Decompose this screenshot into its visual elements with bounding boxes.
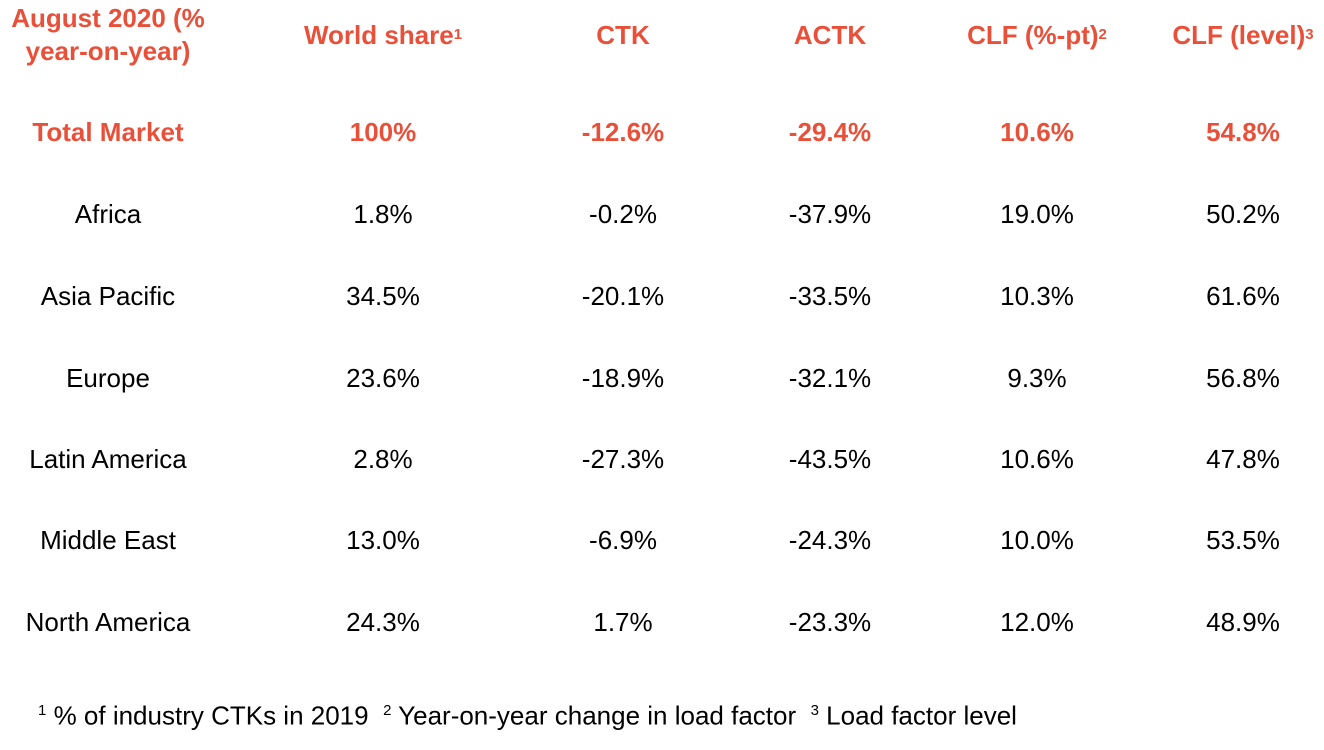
ctk-value: -6.9%: [589, 524, 657, 555]
footnote-1-marker: 1: [38, 701, 47, 719]
footnote-3-text: Load factor level: [818, 700, 1017, 731]
total-actk: -29.4%: [788, 116, 872, 147]
actk-value: -37.9%: [788, 198, 872, 229]
table-row-middle-east: Middle East 13.0% -6.9% -24.3% 10.0% 53.…: [0, 510, 1324, 570]
region-label: Latin America: [29, 443, 187, 474]
actk-value: -32.1%: [788, 362, 872, 393]
clf-level-value: 48.9%: [1206, 606, 1280, 637]
header-clf-pt: CLF (%-pt) 2: [967, 19, 1107, 50]
clf-pt-value: 12.0%: [1000, 606, 1074, 637]
ctk-value: -27.3%: [581, 443, 665, 474]
total-clf-level: 54.8%: [1206, 116, 1280, 147]
total-market-label: Total Market: [32, 116, 184, 147]
footnotes: 1 % of industry CTKs in 2019 2 Year-on-y…: [38, 701, 1017, 732]
clf-pt-value: 19.0%: [1000, 198, 1074, 229]
region-label: Africa: [74, 198, 142, 229]
ctk-value: 1.7%: [593, 606, 653, 637]
world-share-value: 23.6%: [346, 362, 420, 393]
total-clf-pt: 10.6%: [1000, 116, 1074, 147]
footnote-3-marker: 3: [810, 701, 819, 719]
ctk-value: -18.9%: [581, 362, 665, 393]
clf-pt-value: 9.3%: [1007, 362, 1067, 393]
ctk-value: -0.2%: [589, 198, 657, 229]
region-label: Europe: [66, 362, 150, 393]
total-ctk: -12.6%: [581, 116, 665, 147]
actk-value: -43.5%: [788, 443, 872, 474]
actk-value: -33.5%: [788, 280, 872, 311]
header-clf-pt-label: CLF (%-pt): [967, 19, 1099, 50]
footnote-2-text: Year-on-year change in load factor: [391, 700, 811, 731]
header-world-share: World share 1: [303, 19, 463, 50]
clf-pt-value: 10.6%: [1000, 443, 1074, 474]
world-share-value: 2.8%: [353, 443, 413, 474]
region-label: Middle East: [40, 524, 176, 555]
footnote-1-text: % of industry CTKs in 2019: [46, 700, 384, 731]
actk-value: -24.3%: [788, 524, 872, 555]
total-market-row: Total Market 100% -12.6% -29.4% 10.6% 54…: [0, 102, 1324, 162]
header-world-share-label: World share: [303, 19, 454, 50]
table-row-africa: Africa 1.8% -0.2% -37.9% 19.0% 50.2%: [0, 184, 1324, 244]
header-period-line1: August 2020 (%: [11, 3, 205, 33]
ctk-value: -20.1%: [581, 280, 665, 311]
world-share-value: 24.3%: [346, 606, 420, 637]
header-ctk: CTK: [520, 5, 726, 65]
footnote-2-marker: 2: [383, 701, 392, 719]
table-row-asia-pacific: Asia Pacific 34.5% -20.1% -33.5% 10.3% 6…: [0, 266, 1324, 326]
clf-level-value: 56.8%: [1206, 362, 1280, 393]
header-actk-label: ACTK: [793, 19, 867, 50]
table-row-north-america: North America 24.3% 1.7% -23.3% 12.0% 48…: [0, 592, 1324, 652]
table-header: August 2020 (% year-on-year) World share…: [0, 3, 1324, 66]
region-label: North America: [25, 606, 191, 637]
header-clf-level: CLF (level) 3: [1172, 19, 1314, 50]
clf-pt-value: 10.3%: [1000, 280, 1074, 311]
actk-value: -23.3%: [788, 606, 872, 637]
table-row-latin-america: Latin America 2.8% -27.3% -43.5% 10.6% 4…: [0, 429, 1324, 489]
clf-level-value: 50.2%: [1206, 198, 1280, 229]
header-period-line2: year-on-year): [25, 36, 191, 66]
header-ctk-label: CTK: [596, 19, 650, 50]
header-clf-level-label: CLF (level): [1172, 19, 1306, 50]
table-row-europe: Europe 23.6% -18.9% -32.1% 9.3% 56.8%: [0, 348, 1324, 408]
clf-level-value: 47.8%: [1206, 443, 1280, 474]
world-share-value: 13.0%: [346, 524, 420, 555]
region-label: Asia Pacific: [40, 280, 176, 311]
world-share-value: 1.8%: [353, 198, 413, 229]
header-period: August 2020 (% year-on-year): [0, 3, 216, 66]
header-actk: ACTK: [727, 5, 933, 65]
total-world-share: 100%: [349, 116, 417, 147]
clf-pt-value: 10.0%: [1000, 524, 1074, 555]
clf-level-value: 61.6%: [1206, 280, 1280, 311]
clf-level-value: 53.5%: [1206, 524, 1280, 555]
world-share-value: 34.5%: [346, 280, 420, 311]
